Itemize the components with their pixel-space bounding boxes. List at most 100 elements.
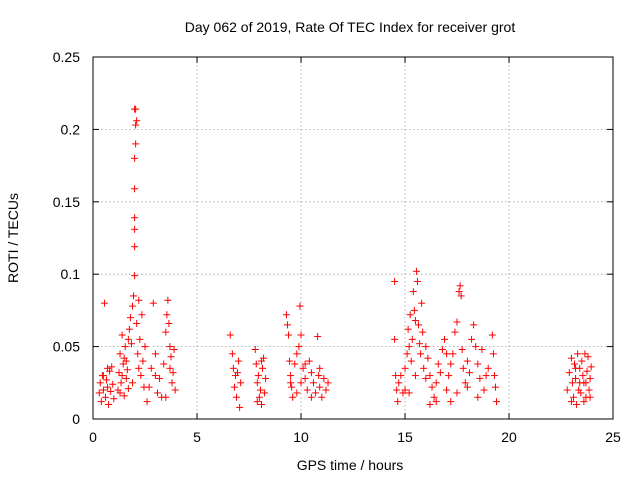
data-point xyxy=(394,398,402,406)
data-point xyxy=(160,360,168,368)
data-point xyxy=(118,372,126,380)
data-point xyxy=(401,364,409,372)
data-point xyxy=(412,267,420,275)
data-point xyxy=(405,389,413,397)
data-point xyxy=(169,369,177,377)
data-point xyxy=(288,383,296,391)
data-point xyxy=(164,296,172,304)
x-tick-label: 0 xyxy=(89,429,97,445)
data-point xyxy=(115,369,123,377)
data-point xyxy=(465,369,473,377)
data-point xyxy=(130,292,138,300)
data-point xyxy=(315,372,323,380)
data-point xyxy=(468,335,476,343)
data-point xyxy=(252,360,260,368)
data-point xyxy=(109,380,117,388)
data-point xyxy=(443,386,451,394)
data-point xyxy=(293,350,301,358)
data-point xyxy=(297,379,305,387)
data-point xyxy=(572,364,580,372)
data-point xyxy=(565,369,573,377)
data-point xyxy=(166,364,174,372)
data-point xyxy=(235,357,243,365)
axes: 0 5 10 15 20 25 0 0.05 0.1 0.15 0.2 0.25 xyxy=(53,49,621,445)
data-point xyxy=(424,354,432,362)
data-point xyxy=(101,393,109,401)
data-point xyxy=(303,386,311,394)
data-point xyxy=(320,374,328,382)
data-point xyxy=(99,386,107,394)
data-point xyxy=(307,369,315,377)
data-point xyxy=(257,401,265,409)
data-point xyxy=(285,331,293,339)
y-tick-label: 0.15 xyxy=(53,194,80,210)
data-point xyxy=(259,364,267,372)
data-point xyxy=(171,386,179,394)
data-point xyxy=(430,393,438,401)
data-point xyxy=(170,345,178,353)
data-point xyxy=(124,335,132,343)
data-point xyxy=(134,350,142,358)
data-point xyxy=(261,389,269,397)
data-point xyxy=(422,374,430,382)
data-point xyxy=(118,331,126,339)
data-point xyxy=(405,343,413,351)
data-point xyxy=(104,383,112,391)
data-point xyxy=(404,325,412,333)
data-point xyxy=(463,357,471,365)
data-point xyxy=(411,317,419,325)
y-tick-label: 0.25 xyxy=(53,49,80,65)
data-point xyxy=(403,350,411,358)
data-point xyxy=(579,372,587,380)
data-point xyxy=(96,379,104,387)
data-point xyxy=(138,311,146,319)
data-point xyxy=(419,328,427,336)
data-point xyxy=(230,383,238,391)
data-point xyxy=(131,105,139,113)
data-point xyxy=(132,140,140,148)
data-point xyxy=(123,366,131,374)
data-point xyxy=(567,354,575,362)
data-point xyxy=(458,345,466,353)
data-point xyxy=(416,340,424,348)
x-tick-label: 20 xyxy=(501,429,517,445)
data-point xyxy=(411,372,419,380)
data-point xyxy=(129,302,137,310)
data-point xyxy=(587,363,595,371)
data-point xyxy=(233,393,241,401)
data-point xyxy=(415,321,423,329)
data-point xyxy=(413,277,421,285)
data-point xyxy=(257,357,265,365)
data-point xyxy=(457,292,465,300)
data-point xyxy=(286,357,294,365)
data-point xyxy=(139,357,147,365)
data-point xyxy=(434,360,442,368)
data-point xyxy=(256,386,264,394)
data-point xyxy=(470,321,478,329)
data-point xyxy=(126,314,134,322)
data-point xyxy=(95,389,103,397)
data-point xyxy=(567,398,575,406)
data-point xyxy=(104,364,112,372)
data-point xyxy=(103,376,111,384)
data-point xyxy=(322,386,330,394)
data-point xyxy=(474,393,482,401)
data-point xyxy=(133,319,141,327)
data-point xyxy=(472,343,480,351)
y-tick-label: 0 xyxy=(72,411,80,427)
data-point xyxy=(447,360,455,368)
data-point xyxy=(147,364,155,372)
x-tick-label: 15 xyxy=(397,429,413,445)
data-point xyxy=(571,360,579,368)
data-point xyxy=(262,374,270,382)
data-point xyxy=(580,398,588,406)
data-point xyxy=(127,340,135,348)
data-point xyxy=(289,393,297,401)
data-point xyxy=(287,372,295,380)
data-point xyxy=(116,350,124,358)
data-point xyxy=(309,379,317,387)
data-point xyxy=(432,379,440,387)
data-point xyxy=(577,389,585,397)
data-point xyxy=(253,379,261,387)
